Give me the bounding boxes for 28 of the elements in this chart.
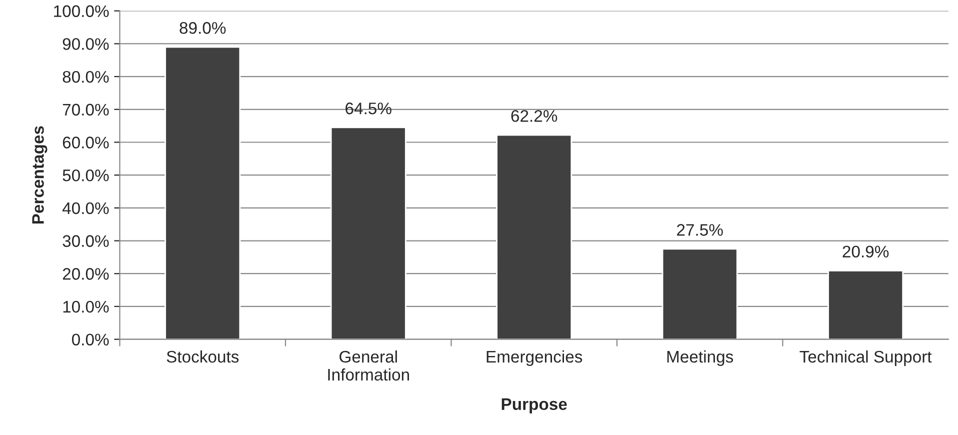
y-axis-title: Percentages [32,126,48,224]
data-label: 62.2% [511,110,558,122]
data-label: 27.5% [677,224,723,236]
bar [330,126,406,340]
y-tick-label: 50.0% [62,169,109,182]
bar [662,248,738,340]
y-tick-label: 40.0% [62,202,109,214]
y-tick-label: 70.0% [62,104,109,116]
x-tick-label: Meetings [667,350,734,366]
y-tick-label: 80.0% [62,70,109,83]
data-label: 89.0% [180,22,226,34]
x-axis-title: Purpose [502,398,567,414]
x-tick-label: General Information [328,350,409,381]
y-tick-label: 20.0% [62,268,109,280]
bar [496,134,572,340]
bar [164,46,241,340]
x-tick-label: Technical Support [800,350,932,366]
x-tick-label: Stockouts [166,350,239,363]
y-tick-label: 100.0% [54,5,109,18]
y-tick-label: 60.0% [62,136,109,148]
y-tick-label: 0.0% [72,334,109,346]
bar [828,270,904,340]
data-label: 20.9% [842,246,889,258]
y-tick-label: 10.0% [63,300,109,313]
y-tick-label: 30.0% [62,235,109,247]
y-tick-label: 90.0% [62,38,109,50]
data-label: 64.5% [346,102,392,114]
x-tick-label: Emergencies [486,350,582,366]
